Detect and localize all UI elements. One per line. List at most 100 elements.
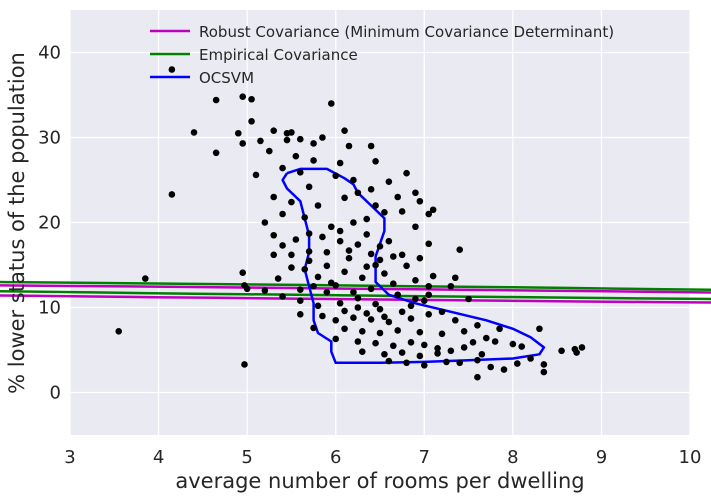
data-point [394,291,402,299]
data-point [438,330,446,338]
data-point [261,287,269,294]
data-point [447,282,455,290]
data-point [319,134,326,141]
data-point [425,311,433,318]
data-point [212,149,220,157]
data-point [323,262,331,270]
data-point [283,136,291,144]
data-point [305,257,313,265]
data-point [314,273,322,281]
data-point [385,178,393,185]
data-point [341,307,348,315]
data-point [296,135,304,143]
data-point [403,262,410,270]
y-tick-label: 20 [38,213,61,234]
data-point [394,193,402,201]
data-point [451,316,459,324]
data-point [341,268,348,276]
data-point [416,254,424,262]
data-point [314,202,322,209]
data-point [279,293,286,300]
data-point [416,352,424,360]
data-point [239,93,247,100]
data-point [540,368,548,376]
data-point [425,282,433,290]
data-point [248,118,255,125]
data-point [270,251,278,259]
data-point [398,251,406,259]
data-point [301,214,309,221]
data-point [381,313,388,321]
data-point [398,349,406,356]
data-point [323,248,331,256]
x-tick-label: 3 [64,447,75,468]
data-point [407,315,415,322]
data-point [509,340,517,348]
data-point [578,344,586,351]
data-point [420,341,428,349]
data-point [327,279,335,287]
data-point [376,243,384,250]
data-point [296,286,304,293]
data-point [412,223,419,231]
data-point [443,358,450,366]
data-point [451,274,459,282]
data-point [141,275,149,282]
data-point [314,302,322,310]
data-point [367,186,375,193]
data-point [270,231,278,239]
data-point [341,194,348,202]
data-point [518,343,526,350]
data-point [363,310,371,317]
data-point [372,261,379,269]
data-point [434,345,441,352]
data-point [354,338,362,345]
data-point [465,295,472,303]
data-point [474,373,481,381]
data-point [354,304,362,311]
data-point [398,308,406,316]
data-point [367,250,375,258]
data-point [292,152,300,160]
data-point [367,285,375,293]
data-point [363,231,371,238]
x-tick-label: 5 [241,447,252,468]
data-point [270,193,278,201]
data-point [350,314,357,322]
data-point [500,366,508,373]
data-point [372,202,379,209]
data-point [168,66,176,73]
data-point [296,311,304,318]
data-point [434,350,441,357]
data-point [482,334,490,342]
data-point [296,297,304,305]
legend-label-robust: Robust Covariance (Minimum Covariance De… [199,23,614,41]
data-point [407,339,415,346]
data-point [389,280,397,288]
data-point [372,339,379,347]
y-tick-label: 40 [38,43,61,64]
data-point [279,242,286,249]
data-point [190,129,198,136]
data-point [381,209,388,216]
data-point [420,297,428,305]
y-axis-label: % lower status of the population [5,52,29,394]
data-point [381,350,388,358]
data-point [288,264,295,271]
data-point [327,223,335,231]
data-point [310,282,317,290]
data-point [239,140,247,147]
data-point [398,208,406,215]
y-tick-labels: 0 10 20 30 40 [38,43,61,404]
data-point [429,272,437,280]
data-point [332,335,340,343]
data-point [407,302,415,310]
data-point [416,197,424,205]
x-tick-label: 10 [679,447,702,468]
data-point [376,305,384,313]
data-point [265,147,273,155]
data-point [341,325,348,333]
data-point [372,300,379,308]
data-point [372,158,379,165]
